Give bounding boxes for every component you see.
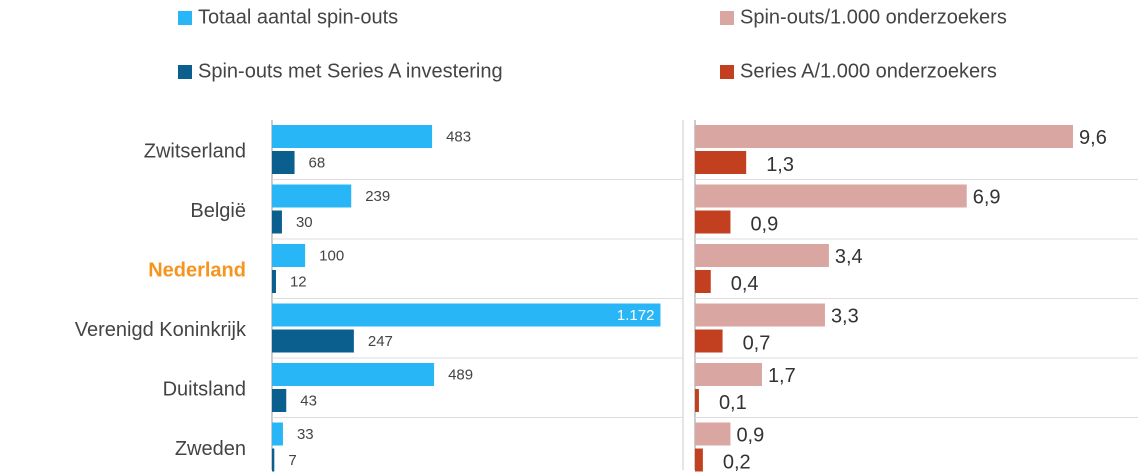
bar [272,363,435,386]
bar [272,184,352,208]
value-label: 1,7 [768,365,796,387]
bar [695,448,703,472]
category-label: Zwitserland [144,140,246,162]
legend-label: Spin-outs met Series A investering [198,60,503,82]
value-label: 6,9 [973,186,1001,208]
bar [695,184,967,208]
category-label: Nederland [148,259,246,281]
legend-swatch [720,65,734,79]
category-label: Zweden [175,438,246,460]
value-label: 43 [300,392,317,409]
bar [272,389,287,412]
value-label: 3,4 [835,246,863,268]
bar [695,151,747,174]
bar [272,303,661,327]
value-label: 3,3 [831,305,859,327]
bar [695,210,731,234]
bar [272,151,295,174]
value-label: 12 [290,273,307,290]
category-label: Duitsland [163,378,246,400]
bar [272,422,283,446]
bar [272,210,282,234]
value-label: 0,9 [736,424,764,446]
legend-label: Series A/1.000 onderzoekers [740,60,997,82]
value-label: 239 [365,188,390,205]
value-label: 247 [368,333,393,350]
legend-label: Totaal aantal spin-outs [198,6,398,28]
value-label: 1,3 [766,154,794,176]
bar [695,244,829,267]
bar [695,125,1074,148]
bar [695,329,723,353]
value-label: 1.172 [617,307,655,324]
value-label: 0,9 [750,213,778,235]
bar [272,448,275,472]
value-label: 7 [288,452,296,469]
value-label: 0,1 [719,392,747,414]
value-label: 100 [319,247,344,264]
value-label: 33 [297,426,314,443]
bar [272,125,433,148]
value-label: 483 [446,128,471,145]
value-label: 68 [309,154,326,171]
bar [272,329,354,353]
bar [695,389,699,412]
value-label: 30 [296,214,313,231]
bar [272,270,276,293]
bar [695,303,825,327]
category-label: België [190,200,246,222]
legend-swatch [720,11,734,25]
bar [695,363,762,386]
value-label: 9,6 [1079,127,1107,149]
bar [695,270,711,293]
bar [272,244,306,267]
value-label: 489 [448,366,473,383]
value-label: 0,2 [723,451,751,472]
legend-swatch [178,11,192,25]
value-label: 0,4 [731,273,759,295]
legend-label: Spin-outs/1.000 onderzoekers [740,6,1007,28]
category-label: Verenigd Koninkrijk [75,319,247,341]
bar [695,422,731,446]
value-label: 0,7 [743,332,771,354]
legend-swatch [178,65,192,79]
